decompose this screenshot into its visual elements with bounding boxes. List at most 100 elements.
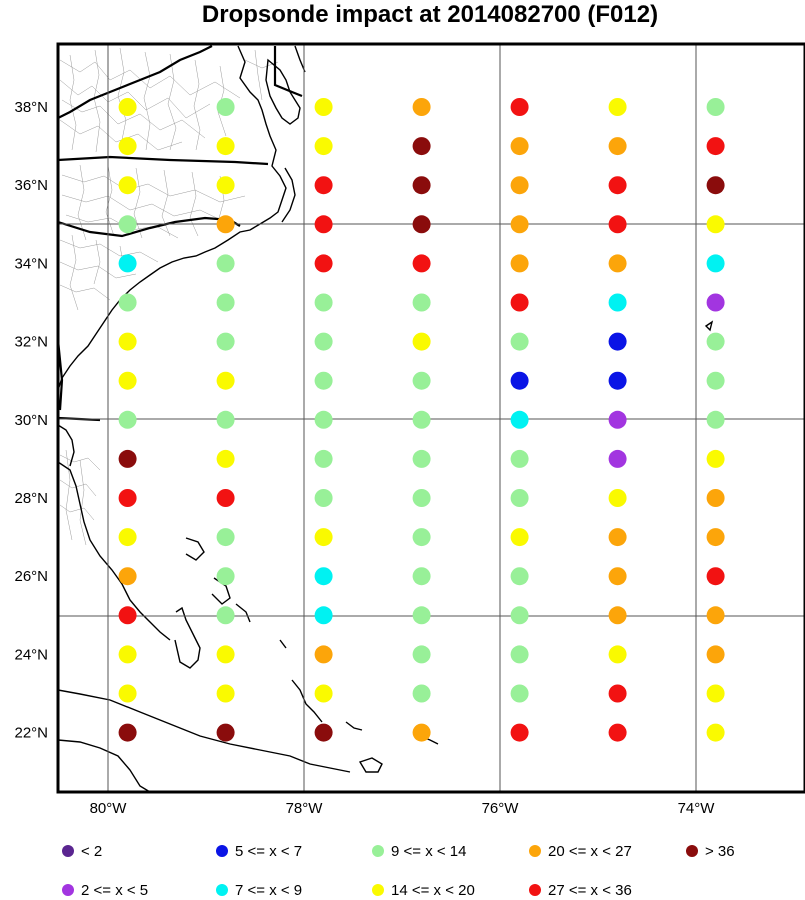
latitude-tick-label: 24°N: [14, 646, 48, 663]
dropsonde-point: [118, 137, 137, 156]
dropsonde-point: [412, 489, 431, 507]
county-lines: [59, 47, 279, 546]
map-frame: [56, 42, 805, 794]
dropsonde-point: [706, 684, 725, 703]
dropsonde-point: [412, 410, 431, 429]
dropsonde-point: [706, 410, 725, 429]
map-title: Dropsonde impact at 2014082700 (F012): [202, 1, 658, 28]
dropsonde-point: [510, 293, 529, 312]
dropsonde-point: [412, 215, 431, 234]
dropsonde-point: [608, 606, 627, 625]
dropsonde-point: [412, 684, 431, 703]
dropsonde-point: [608, 137, 627, 156]
dropsonde-point: [608, 723, 627, 742]
latitude-tick-label: 30°N: [14, 412, 48, 429]
dropsonde-point: [608, 176, 627, 195]
dropsonde-point: [118, 254, 137, 273]
dropsonde-point: [216, 410, 235, 429]
dropsonde-point: [216, 176, 235, 195]
latitude-tick-label: 32°N: [14, 334, 48, 351]
legend-label: < 2: [81, 843, 102, 860]
dropsonde-point: [314, 723, 333, 742]
dropsonde-point: [510, 489, 529, 507]
dropsonde-point: [706, 489, 725, 507]
dropsonde-point: [118, 98, 137, 116]
dropsonde-point: [216, 137, 235, 156]
dropsonde-point: [314, 567, 333, 586]
dropsonde-point: [608, 215, 627, 234]
dropsonde-point: [216, 98, 235, 116]
dropsonde-point: [608, 449, 627, 468]
grid-lines: [58, 44, 805, 792]
dropsonde-point: [510, 606, 529, 625]
dropsonde-point: [510, 332, 529, 351]
dropsonde-point: [510, 98, 529, 116]
dropsonde-point: [412, 606, 431, 625]
dropsonde-point: [608, 371, 627, 390]
dropsonde-point: [216, 215, 235, 234]
dropsonde-point: [118, 176, 137, 195]
dropsonde-point: [216, 684, 235, 703]
dropsonde-point: [412, 254, 431, 273]
dropsonde-point: [216, 645, 235, 664]
dropsonde-point: [706, 645, 725, 664]
dropsonde-point: [510, 684, 529, 703]
latitude-tick-label: 22°N: [14, 725, 48, 742]
latitude-tick-label: 28°N: [14, 490, 48, 507]
dropsonde-point: [314, 371, 333, 390]
state-boundaries: [58, 45, 303, 422]
dropsonde-point: [412, 723, 431, 742]
dropsonde-point: [216, 567, 235, 586]
coastlines: [58, 45, 714, 792]
dropsonde-point: [314, 254, 333, 273]
dropsonde-point: [118, 684, 137, 703]
dropsonde-point: [412, 645, 431, 664]
dropsonde-point: [118, 215, 137, 234]
legend-label: 9 <= x < 14: [391, 843, 466, 860]
legend-swatch: [372, 884, 384, 896]
dropsonde-point: [608, 684, 627, 703]
dropsonde-point: [608, 293, 627, 312]
dropsonde-point: [608, 528, 627, 547]
dropsonde-point: [118, 489, 137, 507]
dropsonde-point: [216, 489, 235, 507]
dropsonde-point: [706, 215, 725, 234]
dropsonde-point: [412, 176, 431, 195]
dropsonde-point: [314, 332, 333, 351]
dropsonde-point: [706, 254, 725, 273]
legend-label: 27 <= x < 36: [548, 882, 632, 899]
dropsonde-point: [314, 684, 333, 703]
dropsonde-point: [510, 567, 529, 586]
latitude-tick-labels: 38°N 36°N 34°N 32°N 30°N 28°N 26°N 24°N 22°N: [14, 99, 48, 742]
dropsonde-point: [706, 176, 725, 195]
dropsonde-point: [510, 410, 529, 429]
dropsonde-point: [608, 254, 627, 273]
dropsonde-point: [118, 723, 137, 742]
dropsonde-point: [608, 410, 627, 429]
dropsonde-point: [216, 606, 235, 625]
dropsonde-point: [314, 215, 333, 234]
dropsonde-point: [706, 137, 725, 156]
legend-label: 2 <= x < 5: [81, 882, 148, 899]
legend-swatch: [529, 845, 541, 857]
dropsonde-point: [118, 293, 137, 312]
longitude-tick-label: 74°W: [678, 800, 716, 817]
legend-swatch: [216, 884, 228, 896]
legend-label: 20 <= x < 27: [548, 843, 632, 860]
basemap: [58, 44, 805, 792]
dropsonde-point: [216, 723, 235, 742]
dropsonde-point: [118, 645, 137, 664]
dropsonde-point: [118, 371, 137, 390]
dropsonde-point: [412, 567, 431, 586]
dropsonde-point: [314, 137, 333, 156]
dropsonde-point: [608, 645, 627, 664]
dropsonde-point: [412, 332, 431, 351]
dropsonde-point: [118, 567, 137, 586]
latitude-tick-label: 26°N: [14, 568, 48, 585]
dropsonde-point: [510, 137, 529, 156]
dropsonde-point: [706, 567, 725, 586]
dropsonde-point: [510, 528, 529, 547]
dropsonde-point: [216, 371, 235, 390]
legend-swatch: [686, 845, 698, 857]
legend-swatch: [62, 845, 74, 857]
